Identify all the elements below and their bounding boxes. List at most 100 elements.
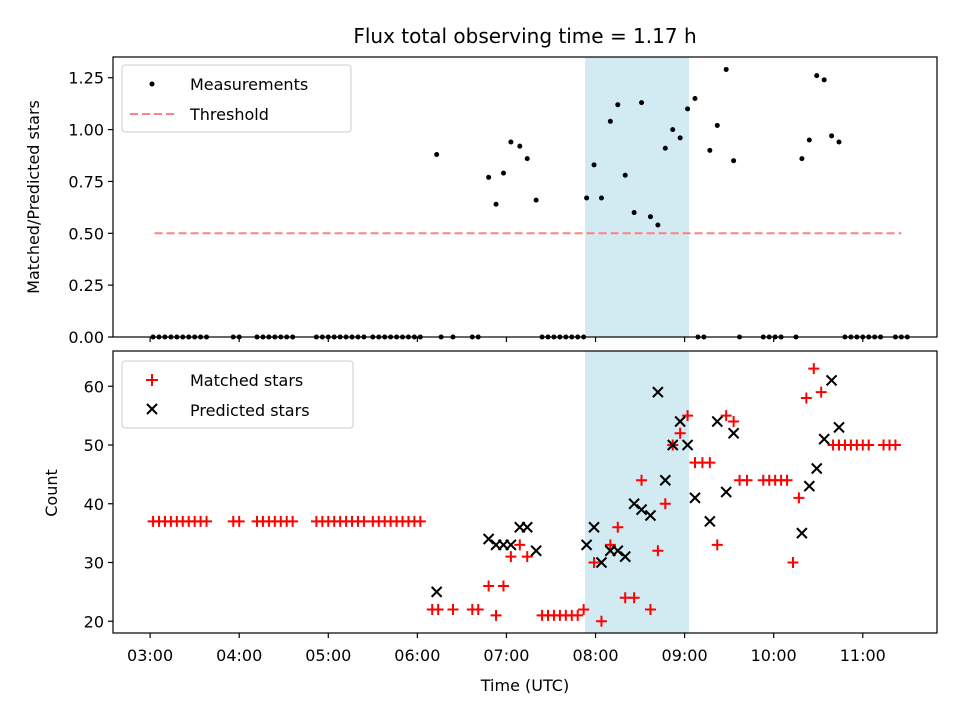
y-axis-label-top: Matched/Predicted stars xyxy=(24,100,43,294)
x-tick-label: 06:00 xyxy=(394,646,440,665)
predicted-star-point xyxy=(430,586,443,598)
y-bottom-tick-label: 60 xyxy=(84,377,104,396)
matched-star-point xyxy=(793,492,805,504)
y-top-tick-label: 0.00 xyxy=(68,328,104,347)
predicted-star-point xyxy=(667,439,679,451)
predicted-star-point xyxy=(580,539,593,551)
matched-star-point xyxy=(636,474,648,486)
predicted-star-point xyxy=(588,521,600,533)
predicted-stars-points xyxy=(430,374,845,598)
measurement-point xyxy=(670,127,676,133)
legend-top-box xyxy=(121,64,352,133)
measurement-point xyxy=(493,201,499,207)
matched-star-point xyxy=(483,580,495,592)
legend-predicted-label: Predicted stars xyxy=(190,401,310,420)
predicted-star-point xyxy=(521,521,533,533)
x-tick-label: 10:00 xyxy=(751,646,797,665)
matched-star-point xyxy=(808,363,820,375)
measurement-point xyxy=(524,156,530,162)
matched-star-point xyxy=(628,592,640,604)
matched-star-point xyxy=(728,416,740,427)
matched-star-point xyxy=(659,498,671,510)
x-tick-label: 04:00 xyxy=(216,646,262,665)
measurement-point xyxy=(500,170,506,176)
measurement-point xyxy=(607,118,613,124)
matched-star-point xyxy=(815,386,827,398)
predicted-star-point xyxy=(674,415,686,428)
matched-star-point xyxy=(233,515,245,527)
matched-star-point xyxy=(889,439,901,451)
top-panel: 0.00 0.25 0.50 0.75 1.00 1.25 Flux total obse… xyxy=(24,24,938,347)
x-ticks-bottom: 03:00 04:00 05:00 06:00 07:00 08:00 09:00 10:00… xyxy=(127,633,886,665)
measurement-point xyxy=(631,210,637,216)
matched-star-point xyxy=(604,539,616,551)
predicted-star-point xyxy=(628,498,640,510)
y-ticks-bottom: 20 30 40 50 60 xyxy=(84,377,113,631)
matched-star-point xyxy=(787,557,799,568)
measurement-point xyxy=(508,139,514,145)
matched-star-point xyxy=(588,557,600,568)
measurement-point xyxy=(677,135,683,141)
matched-star-point xyxy=(711,539,723,551)
measurement-point xyxy=(615,102,621,108)
matched-star-point xyxy=(490,609,502,621)
measurement-point xyxy=(533,197,539,203)
bottom-panel: 20 30 40 50 60 03:00 04:00 05:00 06:00 07:00 08:0… xyxy=(42,350,938,695)
measurement-point xyxy=(639,100,645,106)
measurement-point xyxy=(655,222,661,228)
top-axes-frame xyxy=(112,56,938,338)
legend-predicted-marker xyxy=(146,403,158,415)
measurement-point xyxy=(836,139,842,145)
predicted-star-point xyxy=(796,527,808,539)
predicted-star-point xyxy=(652,386,664,398)
x-tick-label: 09:00 xyxy=(662,646,708,665)
matched-star-point xyxy=(514,539,526,551)
measurement-point xyxy=(692,95,698,101)
predicted-star-point xyxy=(689,492,701,504)
measurement-point xyxy=(814,73,820,79)
bottom-axes-frame xyxy=(112,350,938,634)
measurement-point xyxy=(731,158,737,164)
legend-threshold-label: Threshold xyxy=(189,105,269,124)
y-bottom-tick-label: 20 xyxy=(84,612,104,631)
predicted-star-point xyxy=(825,374,838,387)
y-top-tick-label: 1.00 xyxy=(68,121,104,140)
matched-star-point xyxy=(704,457,716,469)
matched-star-point xyxy=(472,604,484,615)
predicted-star-point xyxy=(818,433,830,445)
matched-star-point xyxy=(781,474,793,486)
matched-star-point xyxy=(505,551,517,563)
y-bottom-tick-label: 40 xyxy=(84,495,104,514)
matched-star-point xyxy=(652,545,664,557)
y-top-tick-label: 0.75 xyxy=(68,172,104,191)
measurement-point xyxy=(591,162,597,168)
legend-bottom: Matched stars Predicted stars xyxy=(121,360,354,429)
measurement-point xyxy=(723,66,729,72)
measurement-point xyxy=(707,147,713,153)
predicted-star-point xyxy=(811,462,823,475)
predicted-star-point xyxy=(619,550,631,563)
measurement-point xyxy=(714,122,720,128)
x-tick-label: 05:00 xyxy=(305,646,351,665)
predicted-star-point xyxy=(833,421,845,434)
predicted-star-point xyxy=(720,486,732,498)
legend-measurements-label: Measurements xyxy=(190,75,308,94)
predicted-star-point xyxy=(505,539,517,551)
y-ticks-top: 0.00 0.25 0.50 0.75 1.00 1.25 xyxy=(68,69,113,347)
matched-star-point xyxy=(644,604,656,615)
shaded-region-bottom xyxy=(585,351,690,633)
predicted-star-point xyxy=(612,545,624,557)
matched-star-point xyxy=(572,609,584,621)
measurement-point xyxy=(584,195,590,201)
predicted-star-point xyxy=(727,427,740,439)
measurement-point xyxy=(662,145,668,151)
measurement-point xyxy=(598,195,604,201)
matched-star-point xyxy=(521,551,533,563)
matched-star-point xyxy=(863,439,875,451)
legend-matched-label: Matched stars xyxy=(190,371,303,390)
measurement-points xyxy=(150,66,910,340)
predicted-star-point xyxy=(681,439,694,451)
measurement-point xyxy=(806,137,812,143)
matched-star-point xyxy=(612,521,624,533)
